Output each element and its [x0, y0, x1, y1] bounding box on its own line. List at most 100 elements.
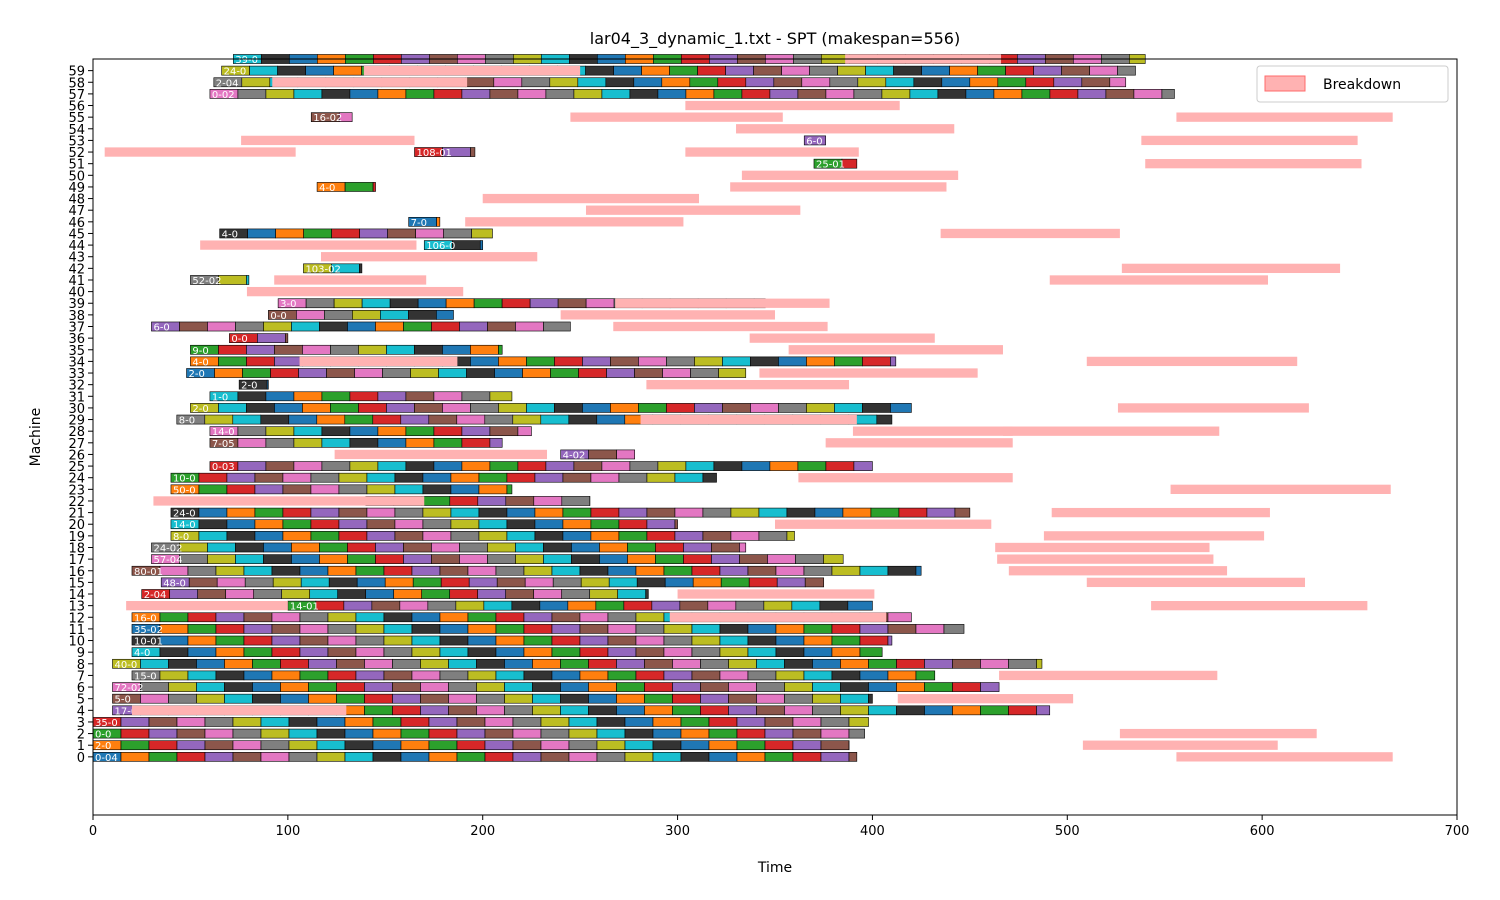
operation-bar [428, 752, 458, 762]
operation-bar [980, 682, 1000, 692]
operation-bar [521, 77, 551, 88]
breakdown-bar [246, 286, 464, 297]
operation-bar [795, 554, 824, 564]
operation-bar [243, 565, 273, 576]
operation-bar [539, 600, 569, 611]
operation-bar [405, 461, 435, 471]
y-tick-label: 12 [68, 611, 85, 626]
operation-bar [739, 554, 768, 564]
operation-bar [629, 89, 659, 99]
y-tick-label: 4 [77, 704, 85, 719]
operation-bar [179, 554, 208, 564]
operation-bar [439, 624, 469, 634]
operation-bar [422, 484, 452, 495]
operation-bar [825, 89, 855, 99]
operation-bar [232, 728, 262, 739]
operation-bar [853, 461, 873, 471]
operation-bar [439, 612, 469, 623]
operation-bar [680, 740, 710, 751]
operation-label: 7-05 [212, 439, 235, 450]
operation-bar [451, 240, 481, 250]
operation-bar [487, 321, 516, 332]
operation-bar [187, 647, 217, 658]
operation-bar [512, 717, 542, 727]
operation-bar [865, 65, 894, 76]
operation-bar [215, 612, 245, 623]
operation-bar [719, 635, 749, 646]
operation-bar [764, 717, 794, 727]
operation-bar [885, 77, 915, 88]
operation-bar [601, 89, 631, 99]
operation-bar [753, 65, 782, 76]
operation-bar [511, 600, 541, 611]
operation-bar [756, 693, 785, 704]
operation-bar [461, 461, 491, 471]
y-tick-label: 9 [77, 646, 85, 661]
operation-bar [748, 577, 778, 588]
operation-bar [400, 752, 430, 762]
operation-bar [792, 752, 822, 762]
operation-label: 2-0 [192, 404, 208, 415]
operation-bar [198, 531, 228, 541]
operation-bar [820, 717, 850, 727]
operation-bar [355, 612, 385, 623]
plot-area: 0-042-00-035-017-035-072-0215-040-04-010… [92, 54, 1393, 764]
x-tick-label: 200 [470, 824, 495, 839]
operation-label: 50-0 [173, 485, 196, 496]
operation-bar [439, 635, 469, 646]
operation-bar [179, 542, 208, 553]
x-tick-label: 100 [275, 824, 300, 839]
operation-bar [494, 368, 523, 378]
operation-bar [450, 507, 480, 518]
operation-bar [450, 484, 480, 495]
operation-bar [691, 670, 721, 681]
operation-bar [646, 472, 676, 483]
operation-bar [331, 228, 360, 239]
operation-bar [596, 752, 626, 762]
operation-label: 2-04 [144, 590, 167, 601]
operation-bar [305, 298, 335, 309]
operation-bar [257, 333, 286, 343]
operation-bar [299, 624, 329, 634]
breakdown-bar [560, 310, 775, 320]
operation-bar [394, 472, 424, 483]
operation-bar [679, 600, 709, 611]
operation-bar [411, 647, 441, 658]
operation-bar [468, 577, 498, 588]
operation-bar [624, 728, 654, 739]
operation-bar [355, 624, 385, 634]
operation-bar [980, 658, 1009, 669]
operation-bar [608, 577, 638, 588]
operation-bar [806, 403, 835, 413]
operation-bar [610, 356, 639, 367]
operation-bar [403, 554, 432, 564]
operation-bar [254, 519, 284, 530]
operation-bar [763, 600, 793, 611]
operation-bar [427, 600, 457, 611]
operation-bar [672, 693, 701, 704]
operation-bar [890, 356, 897, 367]
operation-bar [582, 356, 611, 367]
operation-bar [526, 356, 555, 367]
operation-bar [168, 682, 197, 692]
operation-bar [246, 356, 275, 367]
operation-bar [599, 542, 628, 553]
operation-bar [700, 693, 729, 704]
operation-bar [271, 565, 301, 576]
operation-bar [607, 565, 637, 576]
operation-bar [271, 635, 301, 646]
operation-bar [641, 65, 670, 76]
operation-bar [372, 752, 402, 762]
operation-bar [159, 670, 189, 681]
operation-bar [198, 484, 228, 495]
operation-bar [756, 705, 785, 716]
operation-bar [747, 670, 777, 681]
operation-bar [428, 414, 458, 425]
operation-bar [533, 496, 563, 506]
operation-bar [747, 635, 777, 646]
operation-bar [588, 658, 617, 669]
operation-bar [623, 600, 653, 611]
operation-bar [868, 658, 897, 669]
operation-bar [422, 519, 452, 530]
operation-bar [691, 635, 721, 646]
